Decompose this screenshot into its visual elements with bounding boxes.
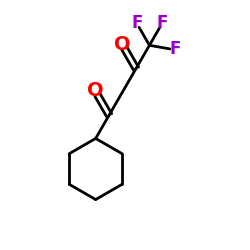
- Text: F: F: [170, 40, 181, 58]
- Text: F: F: [132, 14, 143, 32]
- Text: F: F: [156, 14, 168, 32]
- Text: O: O: [87, 81, 104, 100]
- Text: O: O: [114, 34, 131, 54]
